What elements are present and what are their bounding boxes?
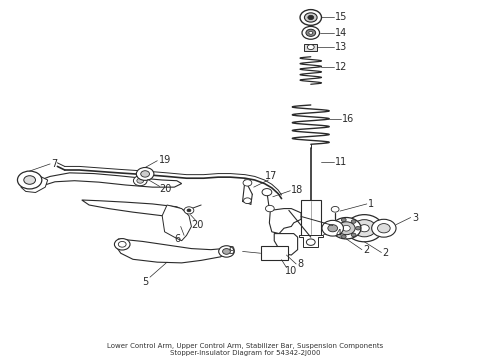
Circle shape	[306, 239, 315, 246]
FancyBboxPatch shape	[301, 200, 320, 237]
Polygon shape	[304, 44, 317, 51]
Polygon shape	[162, 205, 192, 241]
Circle shape	[115, 239, 130, 250]
Text: 19: 19	[159, 155, 171, 165]
Circle shape	[377, 224, 390, 233]
Text: 10: 10	[285, 266, 297, 276]
Circle shape	[342, 218, 346, 222]
Circle shape	[136, 167, 154, 180]
Polygon shape	[82, 200, 184, 216]
Text: 8: 8	[297, 259, 303, 269]
Circle shape	[309, 31, 313, 34]
Circle shape	[346, 215, 383, 242]
Text: 1: 1	[368, 199, 374, 209]
Circle shape	[18, 171, 42, 189]
Circle shape	[338, 222, 355, 235]
Circle shape	[118, 242, 126, 247]
Text: 18: 18	[291, 185, 303, 195]
Circle shape	[262, 189, 272, 196]
Circle shape	[306, 29, 316, 36]
Text: 17: 17	[265, 171, 277, 181]
Circle shape	[333, 223, 338, 226]
Circle shape	[302, 26, 319, 39]
Circle shape	[343, 225, 350, 231]
Circle shape	[24, 176, 35, 184]
Circle shape	[372, 219, 396, 237]
Text: 20: 20	[192, 220, 204, 230]
Text: 13: 13	[335, 42, 347, 52]
Circle shape	[353, 220, 376, 237]
Polygon shape	[21, 176, 48, 193]
Circle shape	[356, 226, 361, 230]
Circle shape	[331, 206, 339, 212]
Polygon shape	[270, 208, 301, 234]
Text: 14: 14	[335, 28, 347, 38]
Circle shape	[342, 235, 346, 238]
Circle shape	[222, 249, 230, 254]
Text: 15: 15	[335, 13, 347, 22]
Circle shape	[328, 225, 338, 232]
Circle shape	[133, 176, 147, 186]
Text: 5: 5	[143, 277, 149, 287]
Text: 2: 2	[363, 245, 369, 255]
Circle shape	[322, 220, 343, 236]
Text: 20: 20	[159, 184, 171, 194]
Polygon shape	[30, 173, 182, 187]
Circle shape	[333, 230, 338, 234]
Circle shape	[244, 198, 251, 203]
Circle shape	[266, 205, 274, 212]
Text: 3: 3	[412, 212, 418, 222]
Text: 11: 11	[335, 157, 347, 167]
Circle shape	[332, 217, 361, 239]
Text: 7: 7	[51, 159, 58, 169]
Circle shape	[219, 246, 234, 257]
Circle shape	[141, 171, 149, 177]
Text: 16: 16	[342, 114, 354, 124]
Text: Lower Control Arm, Upper Control Arm, Stabilizer Bar, Suspension Components
Stop: Lower Control Arm, Upper Control Arm, St…	[107, 343, 383, 356]
Text: 4: 4	[335, 229, 341, 239]
Text: 6: 6	[174, 234, 180, 244]
Circle shape	[243, 180, 252, 186]
Polygon shape	[116, 239, 228, 263]
Polygon shape	[274, 234, 297, 255]
Circle shape	[307, 45, 314, 50]
Circle shape	[304, 13, 317, 22]
Circle shape	[360, 225, 369, 232]
FancyBboxPatch shape	[261, 246, 288, 260]
Text: 9: 9	[228, 247, 234, 256]
Circle shape	[308, 15, 314, 19]
Circle shape	[351, 220, 356, 223]
Circle shape	[187, 209, 191, 212]
Circle shape	[184, 207, 194, 214]
Text: 2: 2	[382, 248, 389, 257]
Circle shape	[137, 178, 144, 183]
Text: 12: 12	[335, 62, 347, 72]
Circle shape	[351, 233, 356, 237]
Polygon shape	[298, 235, 323, 247]
Circle shape	[300, 10, 321, 25]
